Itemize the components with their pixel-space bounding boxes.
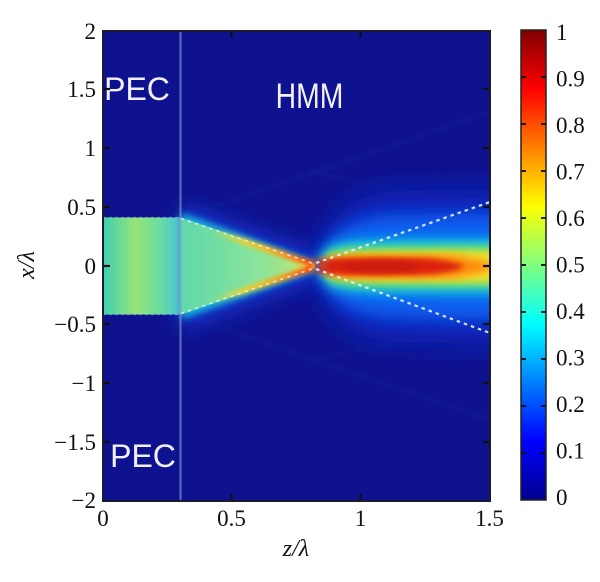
svg-text:1: 1	[355, 506, 367, 531]
svg-text:−1.5: −1.5	[54, 430, 96, 455]
svg-text:HMM: HMM	[276, 76, 344, 116]
svg-text:1.5: 1.5	[475, 506, 504, 531]
svg-text:1: 1	[556, 20, 568, 45]
svg-text:PEC: PEC	[104, 71, 170, 107]
svg-text:−0.5: −0.5	[54, 312, 96, 337]
svg-text:0.2: 0.2	[556, 392, 585, 417]
svg-text:−2: −2	[72, 488, 96, 513]
svg-text:1: 1	[85, 136, 97, 161]
svg-text:0.5: 0.5	[67, 195, 96, 220]
svg-text:0.3: 0.3	[556, 346, 585, 371]
svg-text:0.7: 0.7	[556, 160, 585, 185]
svg-text:0.5: 0.5	[217, 506, 246, 531]
svg-text:0.5: 0.5	[556, 253, 585, 278]
svg-text:2: 2	[85, 19, 97, 44]
svg-text:0: 0	[97, 506, 109, 531]
svg-text:−1: −1	[72, 371, 96, 396]
svg-text:0: 0	[556, 485, 568, 510]
svg-text:0.8: 0.8	[556, 113, 585, 138]
svg-text:z/λ: z/λ	[282, 536, 309, 562]
svg-text:0.4: 0.4	[556, 299, 585, 324]
svg-text:0.6: 0.6	[556, 206, 585, 231]
svg-text:x/λ: x/λ	[14, 251, 40, 280]
svg-text:PEC: PEC	[110, 438, 176, 474]
svg-text:0.1: 0.1	[556, 439, 585, 464]
svg-text:0: 0	[85, 254, 97, 279]
svg-text:0.9: 0.9	[556, 67, 585, 92]
svg-text:1.5: 1.5	[67, 77, 96, 102]
